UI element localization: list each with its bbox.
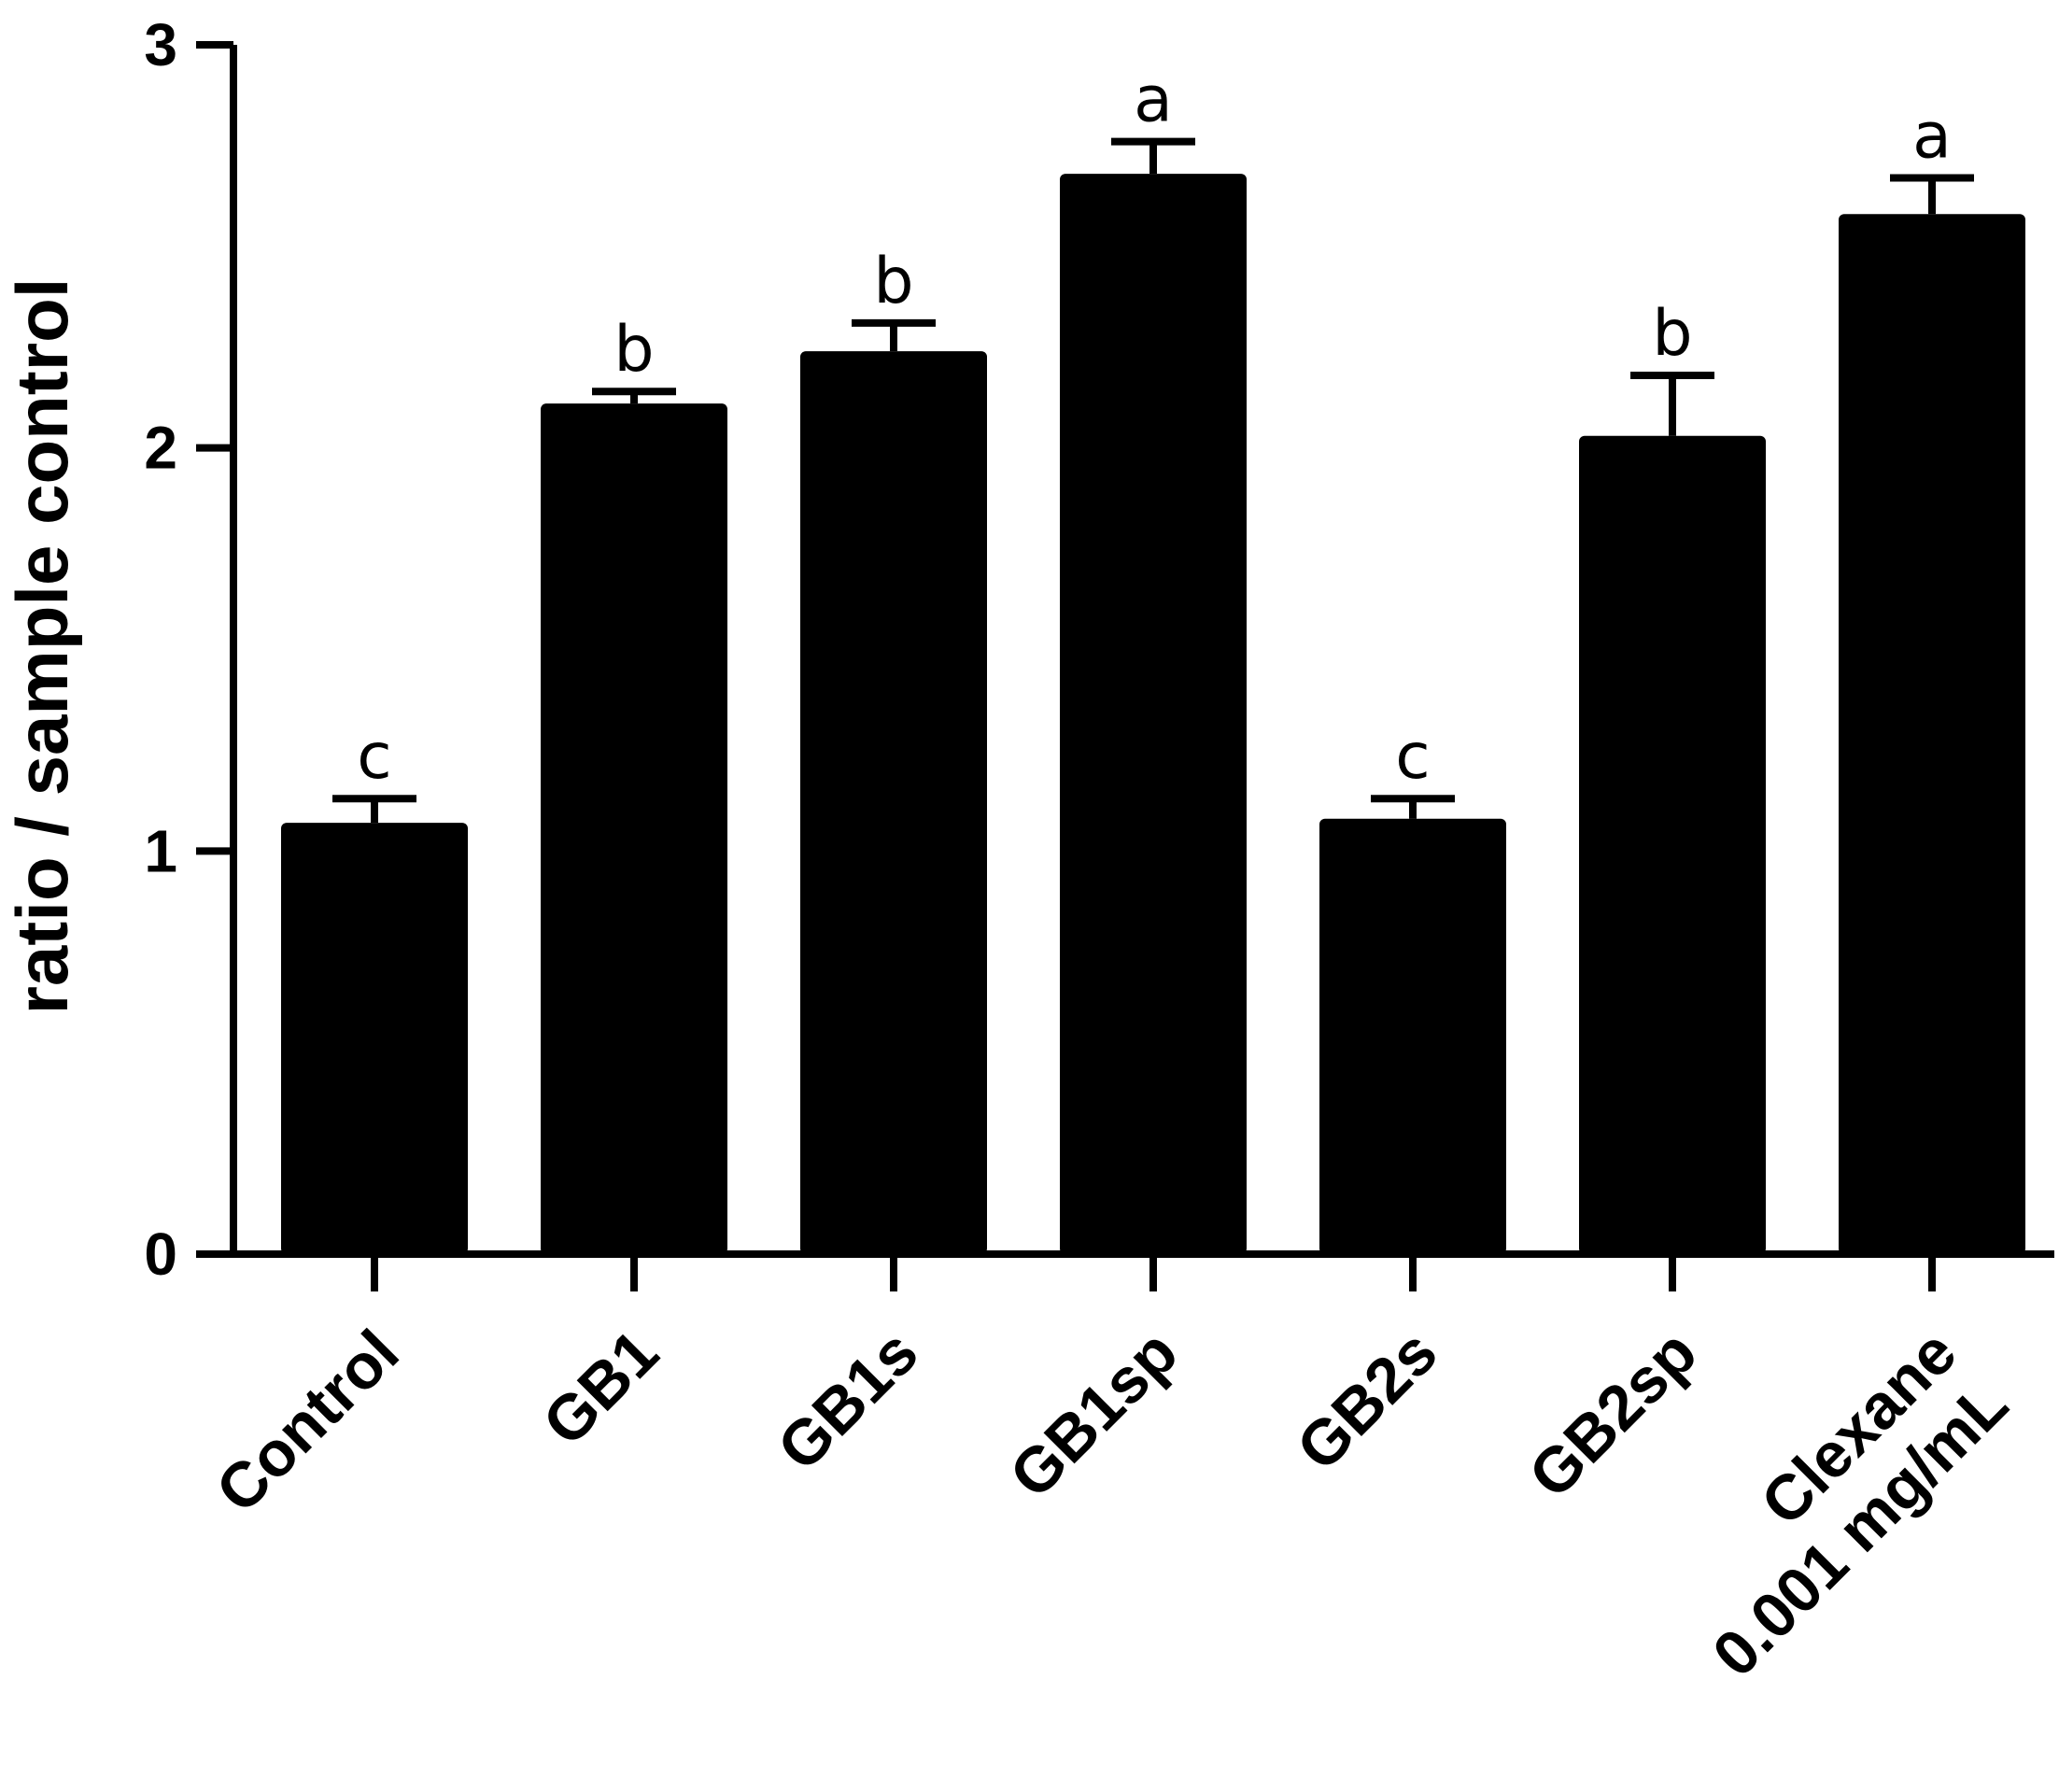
significance-label-2: b [873,245,913,318]
x-tick-label-0-line-0: Control [203,1317,413,1527]
x-tick-label-1-line-0: GB1 [529,1317,672,1460]
bar-1 [541,403,727,1254]
significance-label-6: a [1912,99,1952,173]
y-axis-label: ratio / sample control [1,278,83,1015]
significance-label-4: c [1395,720,1430,794]
significance-label-5: b [1652,297,1692,371]
y-tick-label-2: 2 [144,415,177,482]
bar-3 [1060,174,1247,1255]
plot-area: 0123cControlbGB1bGB1saGB1spcGB2sbGB2spaC… [144,11,2054,1690]
bar-5 [1579,435,1766,1254]
x-tick-label-2-line-0: GB1s [764,1317,931,1484]
bar-2 [800,351,987,1255]
x-tick-label-3-line-0: GB1sp [996,1317,1192,1512]
x-tick-label-5: GB2sp [1516,1317,1711,1512]
y-tick-label-0: 0 [144,1221,177,1288]
x-tick-label-5-line-0: GB2sp [1516,1317,1711,1512]
y-tick-label-3: 3 [144,11,177,78]
significance-label-1: b [613,313,654,387]
bar-0 [281,823,468,1254]
x-tick-label-3: GB1sp [996,1317,1192,1512]
bar-4 [1319,818,1506,1254]
significance-label-3: a [1134,63,1173,137]
x-tick-label-1: GB1 [529,1317,672,1460]
x-tick-label-0: Control [203,1317,413,1527]
x-tick-label-4-line-0: GB2s [1283,1317,1450,1484]
x-tick-label-2: GB1s [764,1317,931,1484]
y-tick-label-1: 1 [144,817,177,884]
significance-label-0: c [357,720,391,794]
x-tick-label-4: GB2s [1283,1317,1450,1484]
bar-6 [1839,214,2025,1254]
